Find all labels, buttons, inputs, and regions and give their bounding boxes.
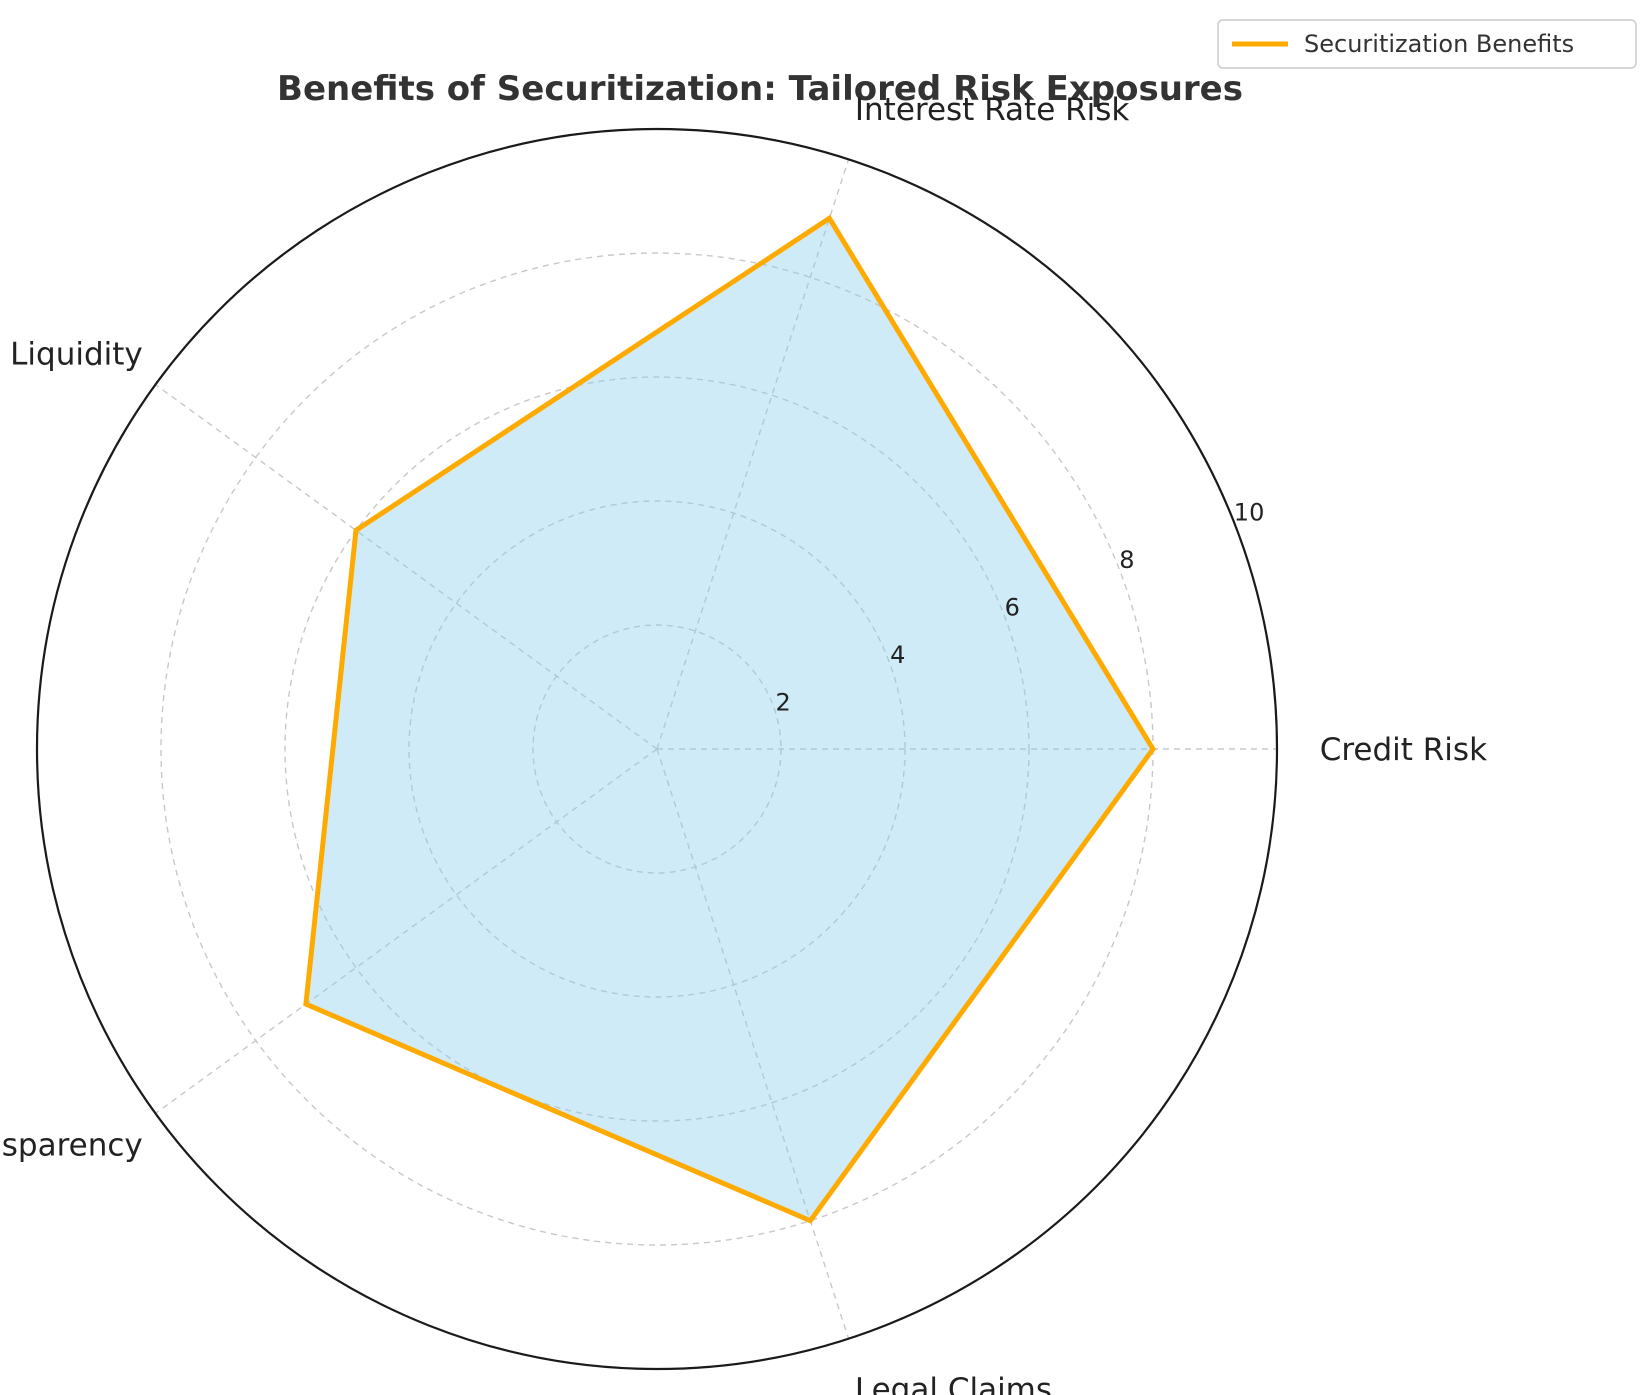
category-label-0: Credit Risk (1320, 732, 1487, 768)
series-line-0 (303, 214, 1157, 1224)
tick-label-6: 6 (1005, 594, 1020, 622)
category-labels: Credit Risk Interest Rate Risk Liquidity Tr… (0, 92, 1487, 1395)
spoke-2 (154, 384, 658, 750)
grid-circle-6 (284, 376, 1030, 1122)
radar-frame (35, 127, 1279, 1371)
radial-tick-labels: 2 4 6 8 10 (776, 499, 1265, 717)
tick-label-10: 10 (1234, 499, 1265, 527)
spoke-4 (656, 748, 850, 1339)
legend-label: Securitization Benefits (1304, 30, 1574, 58)
tick-label-4: 4 (890, 641, 905, 669)
legend: Securitization Benefits (1217, 19, 1637, 69)
spoke-3 (154, 748, 658, 1114)
legend-box (1217, 19, 1637, 69)
category-label-1: Interest Rate Risk (855, 92, 1130, 128)
spoke-1 (656, 159, 850, 750)
radar-series (303, 214, 1157, 1224)
category-label-3: Transparency (0, 1127, 143, 1163)
radar-spokes (154, 159, 1277, 1339)
category-label-4: Legal Claims (855, 1372, 1052, 1395)
category-label-2: Liquidity (10, 337, 143, 373)
series-area-0 (305, 218, 1153, 1221)
chart-title: Benefits of Securitization: Tailored Ris… (277, 69, 1243, 109)
tick-label-2: 2 (776, 689, 791, 717)
tick-label-8: 8 (1119, 546, 1134, 574)
